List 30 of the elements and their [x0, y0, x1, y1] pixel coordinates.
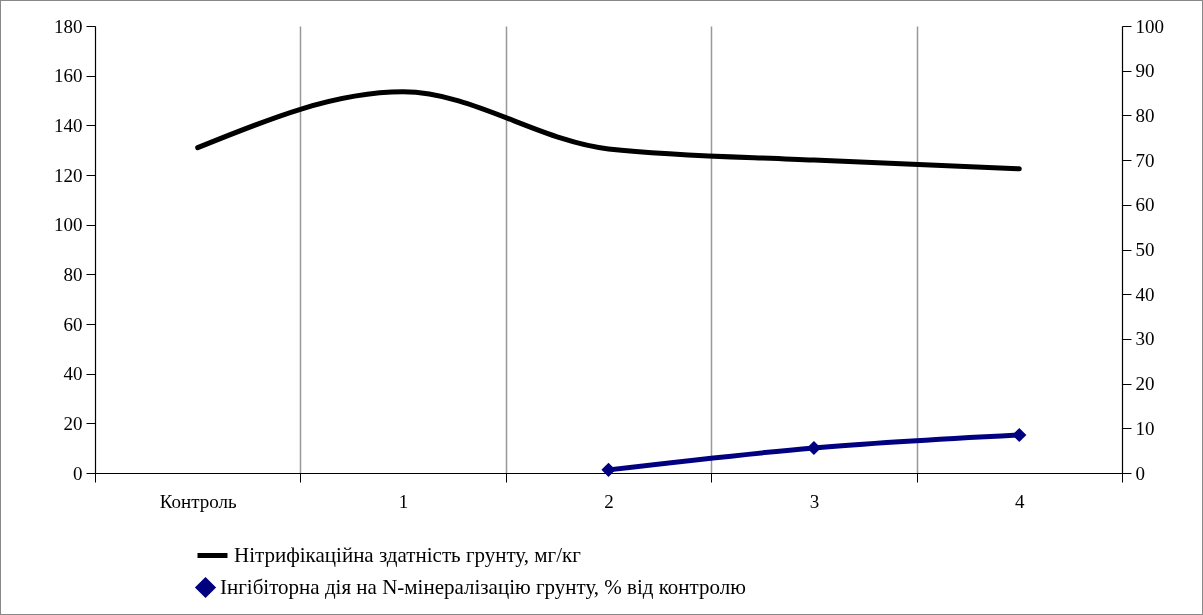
y2-tick-label: 60: [1135, 194, 1155, 216]
y2-tick-label: 80: [1135, 104, 1155, 126]
x-tick-label: 1: [398, 490, 409, 512]
legend-label: Нітрифікаційна здатність грунту, мг/кг: [234, 542, 582, 567]
point: [1012, 427, 1027, 443]
y2-tick-label: 20: [1135, 373, 1155, 395]
y-tick-label: 40: [63, 363, 83, 385]
y-tick-label: 0: [73, 462, 83, 484]
x-tick-label: Контроль: [159, 490, 237, 512]
x-tick-label: 3: [809, 490, 820, 512]
x-tick-label: 4: [1015, 490, 1026, 512]
x-tick-label: 2: [604, 490, 614, 512]
legend-label: Інгібіторна дія на N-мінералізацію грунту, % від контролю: [220, 574, 746, 599]
y-tick-label: 20: [63, 412, 83, 434]
y-tick-label: 180: [54, 15, 83, 37]
y2-tick-label: 0: [1135, 462, 1145, 484]
y-tick-label: 60: [63, 313, 83, 335]
y2-tick-label: 100: [1135, 15, 1164, 37]
y-tick-label: 80: [63, 263, 83, 285]
point: [601, 462, 616, 477]
y2-tick-label: 50: [1135, 239, 1155, 260]
y-tick-label: 160: [54, 65, 83, 87]
y-tick-label: 140: [54, 114, 83, 136]
y2-tick-label: 90: [1135, 60, 1155, 82]
y2-tick-label: 10: [1135, 417, 1155, 439]
y2-tick-label: 70: [1135, 149, 1155, 171]
y-tick-label: 100: [54, 214, 83, 236]
y-tick-label: 120: [54, 164, 83, 186]
y2-tick-label: 40: [1135, 283, 1155, 305]
y2-tick-label: 30: [1135, 328, 1155, 350]
